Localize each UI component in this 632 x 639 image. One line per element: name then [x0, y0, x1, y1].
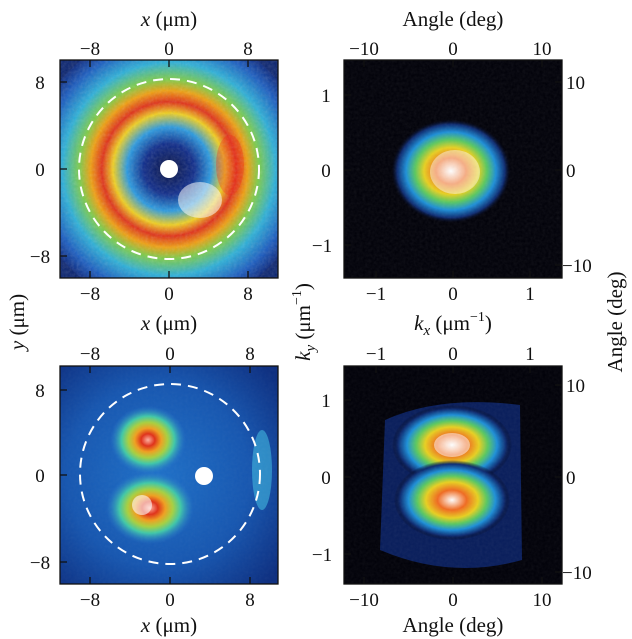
panel-b: −10 0 10 Angle (deg) −1 0 1 1 0 −1 10 0 [312, 7, 592, 305]
tick: 8 [243, 39, 253, 60]
tick: −1 [312, 236, 332, 257]
tick: −10 [349, 590, 379, 611]
panel-a-left-axis: 8 0 −8 [30, 73, 67, 268]
tick: 0 [165, 344, 175, 365]
marker-dot [195, 467, 213, 485]
axis-label: x (μm) [140, 613, 197, 637]
tick: −8 [80, 284, 100, 305]
marker-dot [160, 160, 178, 178]
tick: 0 [448, 39, 458, 60]
tick: 0 [321, 468, 331, 489]
panel-b-bottom-axis: −1 0 1 [366, 271, 535, 305]
axis-label: Angle (deg) [403, 7, 504, 31]
tick: 0 [566, 161, 576, 182]
axis-label: x (μm) [140, 311, 197, 335]
panel-a-bottom-axis: −8 0 8 [80, 271, 253, 305]
tick: 0 [321, 161, 331, 182]
tick: 0 [448, 284, 458, 305]
panel-b-top-axis: −10 0 10 Angle (deg) [349, 7, 552, 67]
axis-label: kx (μm−1) [414, 310, 492, 339]
panel-a-image [60, 60, 278, 278]
panel-c-left-axis: 8 0 −8 [30, 381, 67, 574]
tick: 0 [165, 590, 175, 611]
panel-d-image [344, 366, 562, 584]
panel-d: −1 0 1 kx (μm−1) −10 0 10 Angle (deg) 1 … [312, 310, 592, 637]
tick: 8 [245, 344, 255, 365]
tick: −10 [349, 39, 379, 60]
axis-label: x (μm) [140, 7, 197, 31]
tick: −8 [80, 344, 100, 365]
tick: −1 [366, 344, 386, 365]
panel-c-image [60, 366, 278, 584]
panel-d-left-axis: 1 0 −1 [312, 391, 351, 566]
tick: 8 [35, 73, 45, 94]
panel-d-top-axis: −1 0 1 kx (μm−1) [366, 310, 535, 373]
tick: −8 [80, 39, 100, 60]
tick: 0 [448, 590, 458, 611]
side-label-right: Angle (deg) [603, 272, 627, 373]
panel-b-right-axis: 10 0 −10 [555, 73, 592, 277]
panel-b-left-axis: 1 0 −1 [312, 86, 351, 257]
tick: 10 [566, 73, 585, 94]
tick: 10 [533, 39, 552, 60]
axis-label: Angle (deg) [403, 613, 504, 637]
tick: 10 [533, 590, 552, 611]
tick: −1 [366, 284, 386, 305]
panel-b-image [344, 60, 562, 278]
dashed-circle [79, 383, 261, 565]
panel-a-top-axis: −8 0 8 x (μm) [80, 7, 253, 67]
panel-d-right-axis: 10 0 −10 [555, 376, 592, 584]
tick: −8 [30, 553, 50, 574]
tick: 0 [35, 466, 45, 487]
tick: 8 [245, 590, 255, 611]
tick: −8 [30, 247, 50, 268]
tick: 1 [321, 391, 331, 412]
tick: −1 [312, 545, 332, 566]
tick: 1 [525, 344, 535, 365]
panel-c: −8 0 8 x (μm) −8 0 8 x (μm) 8 0 −8 [30, 311, 279, 637]
tick: 8 [243, 284, 253, 305]
tick: 0 [35, 160, 45, 181]
tick: 0 [164, 39, 174, 60]
tick: 10 [566, 376, 585, 397]
tick: 0 [566, 468, 576, 489]
dashed-circle [78, 78, 260, 260]
tick: 1 [321, 86, 331, 107]
panel-c-top-axis: −8 0 8 x (μm) [80, 311, 255, 373]
tick: 0 [164, 284, 174, 305]
side-label-middle: ky (μm−1) [290, 283, 319, 361]
panel-a: −8 0 8 x (μm) −8 0 8 8 0 −8 [30, 7, 279, 305]
panel-d-bottom-axis: −10 0 10 Angle (deg) [349, 577, 552, 637]
tick: 8 [35, 381, 45, 402]
tick: −10 [562, 563, 592, 584]
side-label-left: y (μm) [5, 294, 29, 352]
tick: −8 [80, 590, 100, 611]
tick: −10 [562, 256, 592, 277]
tick: 1 [525, 284, 535, 305]
tick: 0 [448, 344, 458, 365]
panel-c-bottom-axis: −8 0 8 x (μm) [80, 577, 255, 637]
